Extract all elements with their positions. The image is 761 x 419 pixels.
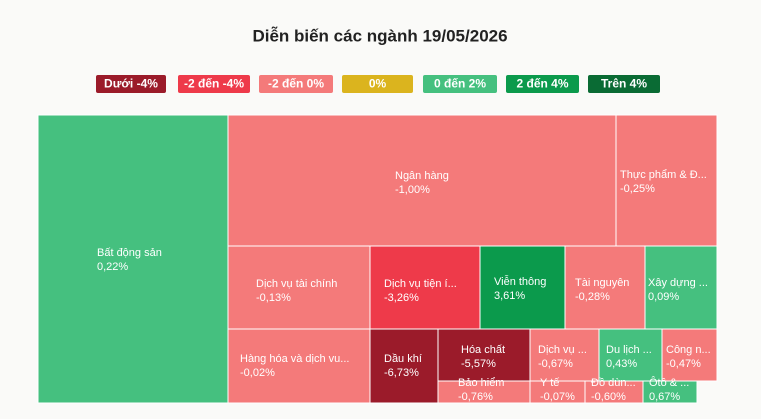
tile: [661, 328, 718, 382]
tile-name: Tài nguyên: [575, 277, 629, 289]
tile-value: -3,26%: [384, 292, 419, 304]
tile-value: -5,57%: [461, 358, 496, 370]
tile: [227, 328, 371, 404]
tile-name: Hóa chất: [461, 344, 505, 356]
tile-name: Du lịch ...: [606, 344, 652, 356]
legend-swatch: [342, 75, 413, 93]
legend-swatch: [588, 75, 660, 93]
chart-title: Diễn biến các ngành 19/05/2026: [252, 26, 507, 45]
tile-value: 0,09%: [648, 291, 679, 303]
legend-swatch: [259, 75, 333, 93]
tile-value: -0,76%: [458, 391, 493, 403]
tile-name: Công n...: [666, 344, 711, 356]
tile-value: 0,67%: [649, 391, 680, 403]
tile-name: Viễn thông: [494, 275, 546, 288]
legend-swatch: [423, 75, 497, 93]
tile: [37, 114, 229, 404]
tile-name: Xây dựng ...: [648, 277, 708, 289]
tile-value: -0,47%: [666, 358, 701, 370]
tile-value: -6,73%: [384, 367, 419, 379]
legend-label: 0 đến 2%: [434, 77, 486, 91]
tile: [437, 328, 531, 382]
tile-name: Y tế: [540, 377, 559, 389]
tile: [227, 114, 617, 247]
legend-label: Dưới -4%: [104, 77, 158, 91]
tile-name: Hàng hóa và dịch vu...: [240, 353, 349, 365]
tile-name: Ngân hàng: [395, 170, 449, 182]
tile-name: Dầu khí: [384, 353, 422, 365]
legend-swatch: [96, 75, 166, 93]
tile-name: Dịch vụ tiện í...: [384, 278, 457, 290]
tile-name: Ôtô & ...: [649, 376, 689, 389]
tile-name: Dịch vụ tài chính: [256, 278, 337, 290]
tile-value: 3,61%: [494, 290, 525, 302]
tile-value: 0,43%: [606, 358, 637, 370]
tile-name: Đồ dùn...: [591, 377, 636, 389]
legend-label: -2 đến 0%: [268, 77, 324, 91]
legend-swatch: [178, 75, 250, 93]
tile-value: -0,13%: [256, 292, 291, 304]
tile-name: Bất động sản: [97, 247, 162, 259]
tile-name: Bảo hiểm: [458, 377, 504, 389]
tile-name: Thực phẩm & Đ...: [620, 169, 707, 181]
tile: [479, 245, 566, 330]
tile-value: -0,25%: [620, 183, 655, 195]
legend-label: 2 đến 4%: [516, 77, 568, 91]
tile-value: -0,07%: [540, 391, 575, 403]
tile: [642, 380, 698, 404]
tile-value: -0,60%: [591, 391, 626, 403]
tile: [564, 245, 646, 330]
legend-swatch: [506, 75, 579, 93]
legend-label: Trên 4%: [601, 77, 647, 91]
tile-name: Dịch vụ ...: [538, 344, 587, 356]
tile-value: -1,00%: [395, 184, 430, 196]
tile: [615, 114, 718, 247]
legend-label: 0%: [369, 77, 387, 91]
tile-value: -0,02%: [240, 367, 275, 379]
tile-value: -0,67%: [538, 358, 573, 370]
tile: [369, 328, 439, 404]
tile-value: -0,28%: [575, 291, 610, 303]
legend-label: -2 đến -4%: [184, 77, 244, 91]
tile-value: 0,22%: [97, 261, 128, 273]
tile: [529, 328, 600, 382]
tile: [644, 245, 718, 330]
